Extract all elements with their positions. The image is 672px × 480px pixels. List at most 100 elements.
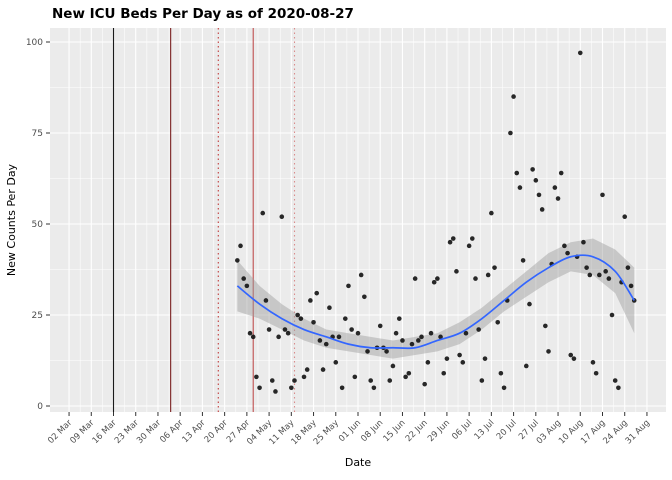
data-point (301, 374, 307, 380)
data-point (438, 334, 443, 340)
x-tick-label: 31 Aug (624, 418, 652, 446)
data-point (384, 349, 389, 354)
data-point (285, 330, 291, 336)
x-tick-label: 30 Mar (135, 418, 163, 446)
data-point (276, 334, 281, 340)
x-tick-label: 20 Apr (203, 418, 230, 445)
data-point (571, 356, 577, 361)
x-tick-label: 25 May (312, 418, 341, 447)
data-point (254, 374, 259, 380)
data-point (492, 265, 497, 270)
points-layer (235, 50, 637, 394)
data-point (409, 341, 415, 347)
x-axis-title: Date (345, 456, 372, 469)
data-point (377, 323, 383, 329)
data-point (263, 298, 269, 303)
data-point (616, 385, 621, 391)
data-point (396, 316, 402, 321)
data-point (298, 316, 304, 321)
data-point (558, 170, 564, 176)
data-point (457, 352, 462, 358)
data-point (358, 272, 364, 278)
data-point (387, 378, 393, 383)
data-point (441, 370, 447, 376)
data-point (403, 374, 408, 380)
y-tick-label: 25 (32, 311, 43, 321)
data-point (606, 276, 612, 281)
data-point (390, 363, 396, 369)
data-point (463, 330, 469, 336)
data-point (454, 269, 459, 274)
data-point (581, 239, 586, 245)
data-point (250, 334, 256, 340)
data-point (435, 276, 440, 281)
data-point (295, 312, 300, 318)
x-tick-label: 13 Jul (473, 418, 497, 442)
y-tick-label: 75 (32, 129, 43, 139)
data-point (269, 378, 275, 383)
data-point (279, 214, 285, 220)
data-point (355, 330, 361, 336)
data-point (552, 185, 558, 190)
data-point (336, 334, 342, 340)
x-tick-label: 08 Jun (359, 418, 385, 444)
data-point (349, 327, 354, 332)
data-point (238, 243, 243, 249)
data-point (266, 327, 272, 332)
data-point (244, 283, 250, 289)
data-point (622, 214, 628, 220)
data-point (450, 236, 456, 241)
x-tick-label: 15 Jun (382, 418, 408, 444)
data-point (517, 185, 523, 190)
data-point (431, 279, 437, 285)
data-point (365, 349, 370, 354)
data-point (584, 265, 589, 270)
smooth-line-layer (236, 254, 635, 350)
chart-title: New ICU Beds Per Day as of 2020-08-27 (52, 6, 354, 22)
data-point (327, 305, 332, 311)
data-point (304, 367, 310, 372)
x-tick-label: 13 Apr (180, 418, 207, 445)
data-point (555, 196, 561, 201)
data-point (590, 360, 596, 365)
data-point (444, 356, 450, 361)
x-tick-label: 22 Jun (404, 418, 430, 444)
data-point (593, 370, 599, 376)
y-axis-title: New Counts Per Day (5, 163, 18, 276)
data-point (603, 269, 608, 274)
data-point (425, 360, 431, 365)
data-point (339, 385, 345, 391)
data-point (523, 363, 529, 369)
confidence-band (237, 238, 635, 359)
data-point (460, 360, 466, 365)
data-point (342, 316, 348, 321)
data-point (416, 338, 421, 343)
data-point (393, 330, 399, 336)
data-point (539, 207, 545, 212)
data-point (498, 370, 504, 376)
y-tick-label: 50 (32, 220, 44, 230)
data-point (257, 385, 262, 391)
data-point (368, 378, 374, 383)
data-point (489, 210, 494, 216)
data-point (568, 352, 574, 358)
data-point (317, 338, 323, 343)
data-point (260, 210, 266, 216)
data-point (362, 294, 367, 300)
data-point (308, 298, 313, 303)
data-point (479, 378, 485, 383)
data-point (470, 236, 475, 241)
data-point (447, 239, 453, 245)
data-point (562, 243, 567, 249)
smooth-line (236, 254, 635, 350)
data-point (346, 283, 351, 289)
data-point (543, 323, 548, 329)
data-point (323, 341, 329, 347)
x-tick-label: 06 Jul (450, 418, 474, 442)
data-point (400, 338, 405, 343)
data-point (466, 243, 472, 249)
data-point (514, 170, 520, 176)
data-point (419, 334, 424, 340)
data-point (508, 130, 513, 136)
data-point (333, 360, 339, 365)
